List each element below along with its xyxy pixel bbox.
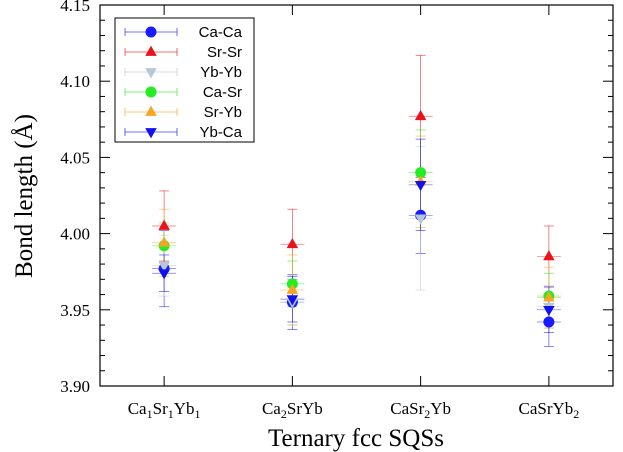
data-point [543,250,555,261]
data-point [158,261,170,272]
x-tick-label: Ca2SrYb [262,399,323,421]
data-point [414,109,427,121]
data-point [415,167,427,179]
data-point [414,180,427,192]
data-point [414,214,427,225]
legend-label: Yb-Yb [200,64,242,81]
y-tick-label: 4.00 [60,225,90,244]
legend-marker [145,26,157,38]
x-axis-title: Ternary fcc SQSs [268,425,444,452]
x-tick-labels: Ca1Sr1Yb1 Ca2SrYb CaSr2Yb CaSrYb2 [128,399,580,421]
data-point [543,316,555,328]
legend-box [114,17,255,143]
x-tick-label: CaSr2Yb [390,399,451,421]
y-tick-label: 3.90 [60,377,90,396]
data-point [543,305,555,317]
data-point [543,291,555,302]
axis-ticks [100,4,613,387]
y-tick-label: 4.05 [60,148,90,167]
y-tick-label: 4.10 [60,72,90,91]
data-point [286,237,299,249]
data-point [286,295,299,306]
legend-marker [145,68,157,79]
x-tick-label: CaSrYb2 [518,399,579,421]
legend-marker [145,128,157,139]
y-axis-title: Bond length (Å) [11,114,38,278]
legend: Ca-Ca Sr-Sr Yb-Yb Ca-Sr Sr-Yb Yb-Ca [114,17,255,143]
data-markers [158,109,555,328]
data-point [286,283,299,294]
y-tick-labels: 3.90 3.95 4.00 4.05 4.10 4.15 [60,0,90,396]
y-tick-label: 4.15 [60,0,90,15]
data-point [158,269,170,280]
data-point [158,236,170,247]
plot-frame [99,4,614,387]
x-tick-label: Ca1Sr1Yb1 [128,399,201,421]
legend-label: Yb-Ca [199,124,242,141]
y-tick-label: 3.95 [60,301,90,320]
legend-label: Sr-Sr [207,44,242,61]
legend-label: Ca-Ca [199,24,243,41]
legend-marker [145,86,157,98]
data-point [158,219,170,230]
legend-marker [145,105,157,116]
legend-label: Sr-Yb [204,104,242,121]
legend-label: Ca-Sr [203,84,242,101]
legend-marker [145,45,157,56]
